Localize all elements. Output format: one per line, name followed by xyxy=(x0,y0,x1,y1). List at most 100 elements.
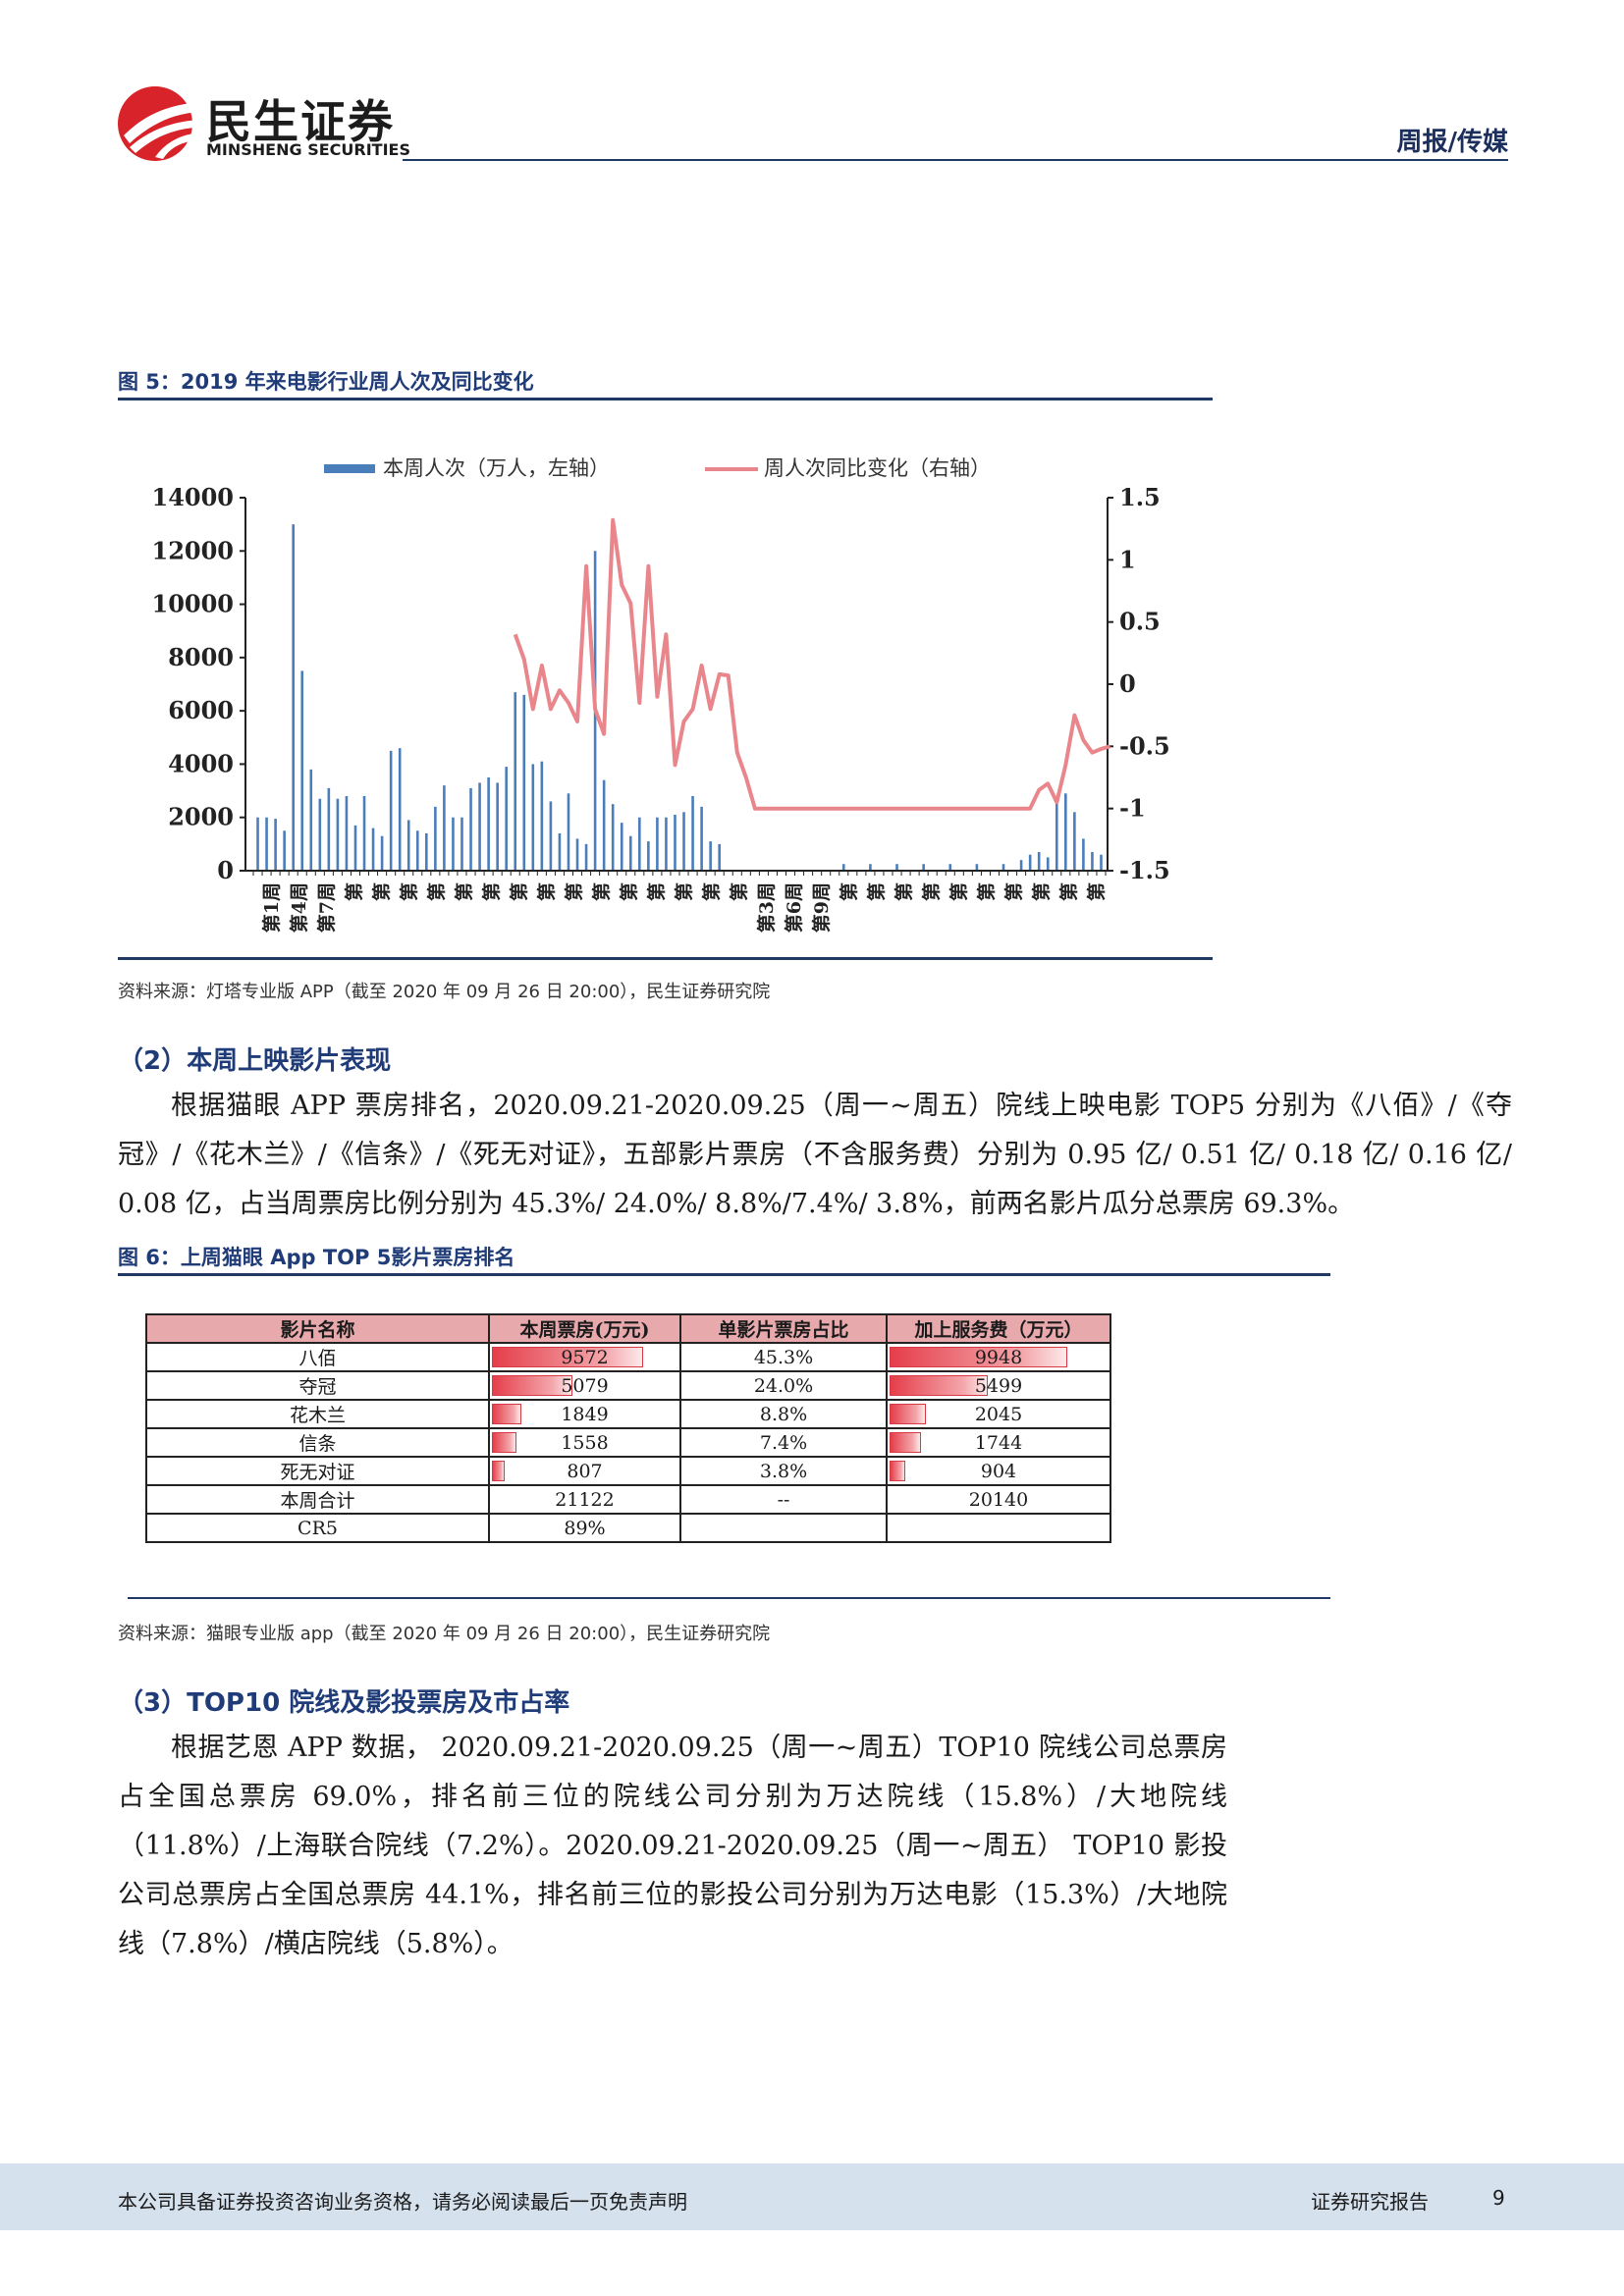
attendance-bar xyxy=(531,764,535,871)
x-tick-label: 第 xyxy=(508,882,530,901)
attendance-bar xyxy=(362,796,366,871)
with-fee-cell: 2045 xyxy=(886,1399,1111,1429)
figure6-source: 资料来源：猫眼专业版 app（截至 2020 年 09 月 26 日 20:00… xyxy=(118,1624,771,1644)
x-tick-label: 第 xyxy=(398,882,420,901)
table-row: 夺冠 5079 24.0% 5499 xyxy=(145,1370,1111,1401)
attendance-bar xyxy=(540,761,544,871)
attendance-bar xyxy=(434,806,437,871)
with-fee-cell: 904 xyxy=(886,1456,1111,1486)
x-tick-label: 第4周 xyxy=(288,882,310,933)
x-tick-label: 第 xyxy=(893,882,915,901)
attendance-bar xyxy=(948,864,952,871)
attendance-bar xyxy=(682,812,685,871)
attendance-bar xyxy=(371,828,375,871)
share-cell xyxy=(679,1513,888,1543)
with-fee-cell: 9948 xyxy=(886,1342,1111,1372)
header-divider xyxy=(403,159,1508,161)
film-name-cell-text: CR5 xyxy=(298,1517,338,1539)
attendance-bar xyxy=(869,864,872,871)
x-tick-label: 第 xyxy=(425,882,448,901)
share-cell-text: -- xyxy=(777,1488,790,1511)
attendance-bar xyxy=(398,748,402,871)
attendance-bar xyxy=(895,864,898,871)
x-tick-label: 第 xyxy=(343,882,365,901)
film-name-cell: 夺冠 xyxy=(145,1370,490,1401)
attendance-bar xyxy=(584,843,588,871)
table-row: 花木兰 1849 8.8% 2045 xyxy=(145,1399,1111,1429)
box-office-cell: 89% xyxy=(488,1513,681,1543)
attendance-bar xyxy=(602,779,606,871)
film-name-cell: CR5 xyxy=(145,1513,490,1543)
figure5-source: 资料来源：灯塔专业版 APP（截至 2020 年 09 月 26 日 20:00… xyxy=(118,982,771,1002)
x-tick-label: 第 xyxy=(1002,882,1025,901)
attendance-bar xyxy=(1082,838,1085,871)
film-name-cell-text: 信条 xyxy=(298,1433,337,1455)
x-tick-label: 第 xyxy=(453,882,475,901)
x-tick-label: 第 xyxy=(645,882,668,901)
x-tick-label: 第 xyxy=(370,882,393,901)
x-tick-label: 第7周 xyxy=(315,882,338,933)
share-cell: 7.4% xyxy=(679,1427,888,1458)
left-axis: 0 2000 4000 6000 8000 10000 12000 14000 xyxy=(152,483,246,884)
x-tick-label: 第 xyxy=(865,882,888,901)
attendance-bar xyxy=(469,787,472,871)
film-name-cell-text: 死无对证 xyxy=(280,1462,355,1483)
x-tick-label: 第 xyxy=(1030,882,1053,901)
film-name-cell-text: 八佰 xyxy=(298,1348,337,1369)
attendance-bar xyxy=(389,750,393,871)
attendance-bar xyxy=(1028,854,1032,871)
x-tick-label: 第 xyxy=(673,882,695,901)
table-row: 八佰 9572 45.3% 9948 xyxy=(145,1342,1111,1372)
attendance-bar xyxy=(1046,857,1050,871)
logo-mark-icon xyxy=(118,86,202,161)
attendance-bar xyxy=(611,804,615,871)
box-office-cell: 9572 xyxy=(488,1342,681,1372)
x-axis: 第1周 第4周 第7周第第第第第第第第第第第第第第第第3周 第6周 第9周第第第第第第第… xyxy=(245,870,1108,933)
attendance-bar xyxy=(336,798,340,871)
data-bar xyxy=(492,1375,572,1396)
share-cell-text: 45.3% xyxy=(753,1346,814,1368)
attendance-bar xyxy=(628,835,632,871)
page-number: 9 xyxy=(1492,2186,1505,2210)
data-bar xyxy=(492,1347,644,1367)
figure5-title: 图 5：2019 年来电影行业周人次及同比变化 xyxy=(118,370,534,394)
attendance-bar xyxy=(274,819,277,871)
box-office-cell: 5079 xyxy=(488,1370,681,1401)
x-tick-label: 第 xyxy=(535,882,558,901)
x-tick-label: 第 xyxy=(838,882,860,901)
attendance-bar xyxy=(549,801,553,871)
share-cell: 24.0% xyxy=(679,1370,888,1401)
attendance-bar xyxy=(674,815,677,871)
figure6-title: 图 6：上周猫眼 App TOP 5影片票房排名 xyxy=(118,1246,515,1269)
with-fee-cell xyxy=(886,1513,1111,1543)
with-fee-cell-text: 20140 xyxy=(968,1488,1029,1511)
left-tick-label: 0 xyxy=(217,856,234,884)
figure5-top-rule xyxy=(118,398,1213,400)
attendance-bar xyxy=(709,841,712,871)
with-fee-cell-text: 5499 xyxy=(974,1374,1023,1397)
table-header: 单影片票房占比 xyxy=(679,1313,888,1344)
attendance-bar xyxy=(1091,852,1094,871)
footer-report-type: 证券研究报告 xyxy=(1311,2190,1429,2214)
section3-title: （3）TOP10 院线及影投票房及市占率 xyxy=(118,1688,570,1718)
film-name-cell: 本周合计 xyxy=(145,1484,490,1515)
attendance-bar xyxy=(1073,812,1076,871)
attendance-bar xyxy=(292,524,295,871)
attendance-bar xyxy=(656,817,659,871)
attendance-bar xyxy=(647,841,650,871)
box-office-cell-text: 89% xyxy=(564,1517,606,1539)
attendance-bar xyxy=(1100,854,1103,871)
x-tick-label: 第 xyxy=(590,882,613,901)
with-fee-cell-text: 904 xyxy=(980,1460,1017,1482)
page-footer xyxy=(0,2163,1624,2230)
data-bar xyxy=(492,1432,517,1453)
company-name-en: MINSHENG SECURITIES xyxy=(206,140,410,159)
x-tick-label: 第1周 xyxy=(260,882,283,933)
attendance-bar xyxy=(558,833,562,871)
right-tick-label: -1 xyxy=(1119,794,1146,823)
legend-label: 本周人次（万人，左轴） xyxy=(383,456,610,480)
right-axis: -1.5 -1 -0.5 0 0.5 1 1.5 xyxy=(1107,483,1170,884)
yoy-change-line xyxy=(513,517,1111,811)
attendance-bar xyxy=(975,864,979,871)
legend-swatch-bars xyxy=(324,464,375,473)
